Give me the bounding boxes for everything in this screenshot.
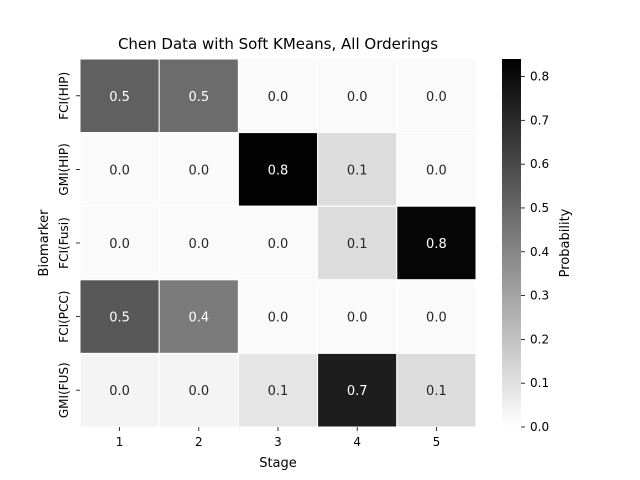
y-tick-label: GMI(HIP) [57, 143, 71, 195]
heatmap-cell [158, 352, 239, 428]
colorbar [502, 59, 521, 427]
colorbar-tick-label: 0.3 [530, 289, 549, 303]
heatmap-cell [237, 279, 319, 354]
y-axis-ticks: FCI(HIP) GMI(HIP) FCI(Fusi) FCI(PCC) GMI(FUS… [57, 72, 80, 418]
colorbar-tick-label: 0.8 [530, 70, 549, 84]
x-tick-label: 1 [116, 435, 124, 449]
y-tick-label: FCI(Fusi) [57, 217, 71, 269]
colorbar-tick-label: 0.1 [530, 376, 549, 390]
y-tick-label: GMI(FUS) [57, 362, 71, 418]
heatmap-cell [396, 58, 477, 134]
heatmap-cell [317, 58, 398, 134]
cell-value-label: 0.0 [268, 90, 289, 105]
heatmap-cell [396, 352, 477, 428]
heatmap-cell [79, 58, 160, 134]
cell-value-label: 0.4 [188, 311, 209, 326]
cell-value-label: 0.5 [109, 90, 130, 105]
cell-value-label: 0.7 [347, 384, 368, 399]
heatmap-cell [158, 205, 239, 281]
colorbar-label: Probability [558, 208, 573, 277]
cell-value-label: 0.0 [347, 311, 368, 326]
colorbar-tick-label: 0.7 [530, 113, 549, 127]
heatmap-cell [79, 132, 160, 207]
colorbar-tick-label: 0.2 [530, 332, 549, 346]
heatmap-cell [317, 205, 398, 281]
cell-value-label: 0.0 [109, 163, 130, 178]
colorbar-tick-label: 0.0 [530, 420, 549, 434]
cell-value-label: 0.0 [188, 163, 209, 178]
cell-value-label: 0.0 [426, 311, 447, 326]
heatmap-cell [396, 132, 477, 207]
cell-value-label: 0.0 [268, 311, 289, 326]
y-tick-label: FCI(HIP) [57, 72, 71, 120]
cell-value-label: 0.5 [188, 90, 209, 105]
heatmap-cell [79, 352, 160, 428]
cell-value-label: 0.0 [426, 90, 447, 105]
x-tick-label: 5 [433, 435, 441, 449]
heatmap-cell [237, 132, 319, 207]
heatmap-cell [396, 279, 477, 354]
cell-value-label: 0.0 [426, 163, 447, 178]
cell-value-label: 0.0 [109, 237, 130, 252]
x-tick-label: 3 [274, 435, 282, 449]
heatmap-cell [317, 279, 398, 354]
cell-value-label: 0.0 [347, 90, 368, 105]
heatmap-cells [79, 58, 477, 428]
colorbar-tick-label: 0.6 [530, 157, 549, 171]
colorbar-tick-label: 0.4 [530, 245, 549, 259]
cell-value-label: 0.0 [268, 237, 289, 252]
x-axis-ticks: 1 2 3 4 5 [116, 427, 440, 449]
heatmap-cell [237, 352, 319, 428]
heatmap-cell-labels: 0.5 0.5 0.0 0.0 0.0 0.0 0.0 0.8 0.1 0.0 0.0 0.0 0.0 0… [109, 90, 446, 399]
x-tick-label: 2 [195, 435, 203, 449]
cell-value-label: 0.0 [188, 237, 209, 252]
heatmap-cell [158, 58, 239, 134]
colorbar-tick-label: 0.5 [530, 201, 549, 215]
cell-value-label: 0.1 [268, 384, 289, 399]
cell-value-label: 0.1 [347, 237, 368, 252]
cell-value-label: 0.1 [347, 163, 368, 178]
cell-value-label: 0.8 [426, 237, 447, 252]
heatmap-cell [237, 205, 319, 281]
cell-value-label: 0.0 [109, 384, 130, 399]
cell-value-label: 0.8 [268, 163, 289, 178]
chart-title: Chen Data with Soft KMeans, All Ordering… [118, 35, 438, 53]
y-tick-label: FCI(PCC) [57, 291, 71, 343]
cell-value-label: 0.0 [188, 384, 209, 399]
cell-value-label: 0.1 [426, 384, 447, 399]
heatmap-cell [158, 279, 239, 354]
heatmap-cell [237, 58, 319, 134]
x-tick-label: 4 [353, 435, 361, 449]
heatmap-cell [396, 205, 477, 281]
y-axis-label: Biomarker [37, 209, 52, 277]
cell-value-label: 0.5 [109, 311, 130, 326]
colorbar-ticks: 0.0 0.1 0.2 0.3 0.4 0.5 0.6 0.7 0.8 [521, 70, 549, 434]
x-axis-label: Stage [259, 456, 297, 471]
